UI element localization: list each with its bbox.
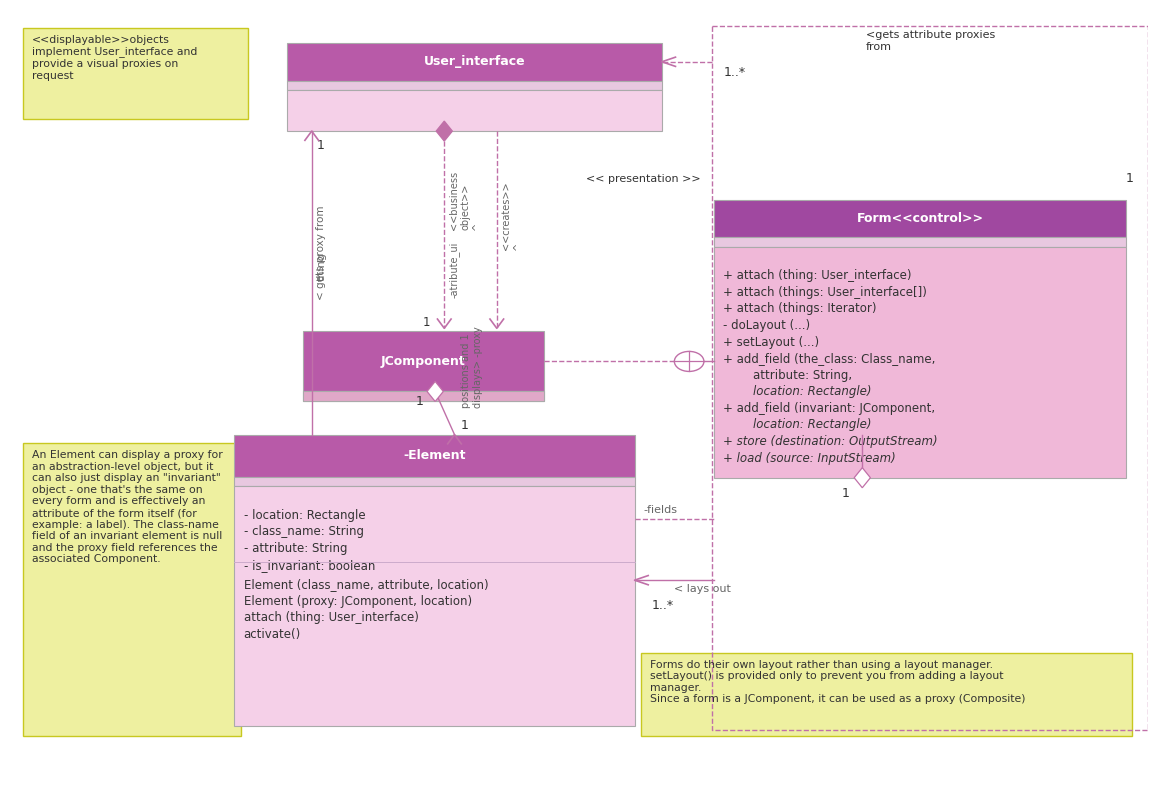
Bar [23, 28, 248, 119]
Text: -Element: -Element [404, 450, 465, 462]
Bar [303, 391, 544, 401]
Text: Form<<control>>: Form<<control>> [856, 212, 984, 226]
Bar [23, 443, 241, 736]
Text: - attribute: String: - attribute: String [244, 542, 347, 555]
Bar [234, 435, 635, 477]
Text: 1: 1 [317, 139, 324, 152]
Text: 1: 1 [1125, 172, 1133, 185]
Text: + store (destination: OutputStream): + store (destination: OutputStream) [723, 435, 938, 448]
Text: positions and 1
displays> -proxy: positions and 1 displays> -proxy [462, 326, 483, 408]
Text: <gets attribute proxies
from: <gets attribute proxies from [865, 30, 995, 52]
Bar [303, 391, 544, 401]
Text: + setLayout (...): + setLayout (...) [723, 336, 819, 349]
Text: + add_field (invariant: JComponent,: + add_field (invariant: JComponent, [723, 402, 935, 415]
Text: - doLayout (...): - doLayout (...) [723, 319, 811, 332]
Text: + load (source: InputStream): + load (source: InputStream) [723, 451, 896, 465]
Text: 1: 1 [461, 419, 467, 432]
Text: 1..*: 1..* [723, 66, 746, 79]
Text: -fields: -fields [644, 505, 677, 515]
Bar [715, 237, 1125, 247]
Text: location: Rectangle): location: Rectangle) [723, 385, 871, 399]
Text: Element (class_name, attribute, location): Element (class_name, attribute, location… [244, 578, 488, 591]
Bar [287, 90, 662, 131]
Text: + attach (things: User_interface[]): + attach (things: User_interface[]) [723, 286, 927, 299]
Text: thing: thing [317, 252, 326, 281]
Text: JComponent: JComponent [380, 355, 465, 368]
Text: -atribute_ui: -atribute_ui [449, 241, 459, 298]
Text: - class_name: String: - class_name: String [244, 526, 363, 538]
Bar [287, 81, 662, 90]
Text: - is_invariant: boolean: - is_invariant: boolean [244, 559, 375, 571]
Text: An Element can display a proxy for
an abstraction-level object, but it
can also : An Element can display a proxy for an ab… [32, 450, 223, 564]
Circle shape [674, 351, 704, 372]
Text: <<displayable>>objects
implement User_interface and
provide a visual proxies on
: <<displayable>>objects implement User_in… [32, 35, 197, 80]
Bar [715, 247, 1125, 478]
Text: 1: 1 [415, 395, 423, 408]
Polygon shape [854, 468, 870, 488]
Text: < lays out: < lays out [674, 584, 731, 594]
Text: < gets proxy from: < gets proxy from [317, 206, 326, 300]
Text: Element (proxy: JComponent, location): Element (proxy: JComponent, location) [244, 595, 472, 608]
Bar [287, 42, 662, 81]
Text: User_interface: User_interface [423, 55, 525, 68]
Text: 1: 1 [423, 316, 430, 329]
Text: activate(): activate() [244, 628, 300, 641]
Text: 1..*: 1..* [652, 600, 674, 612]
Text: + attach (thing: User_interface): + attach (thing: User_interface) [723, 270, 912, 282]
Text: - location: Rectangle: - location: Rectangle [244, 509, 365, 522]
Text: attach (thing: User_interface): attach (thing: User_interface) [244, 612, 419, 624]
Polygon shape [436, 121, 452, 141]
Bar [234, 487, 635, 725]
Text: + attach (things: Iterator): + attach (things: Iterator) [723, 303, 877, 315]
Text: 1: 1 [841, 487, 849, 500]
Bar [641, 652, 1132, 736]
Text: + add_field (the_class: Class_name,: + add_field (the_class: Class_name, [723, 352, 936, 365]
Text: location: Rectangle): location: Rectangle) [723, 418, 871, 432]
Text: <<business
object>>
^: <<business object>> ^ [449, 171, 483, 230]
Text: Forms do their own layout rather than using a layout manager.
setLayout() is pro: Forms do their own layout rather than us… [651, 659, 1025, 704]
Bar [234, 477, 635, 487]
Text: <<creates>>
^: <<creates>> ^ [501, 182, 523, 250]
Text: << presentation >>: << presentation >> [586, 174, 701, 184]
Polygon shape [427, 381, 443, 402]
Bar [303, 332, 544, 391]
Text: attribute: String,: attribute: String, [723, 369, 853, 382]
Bar [715, 200, 1125, 237]
